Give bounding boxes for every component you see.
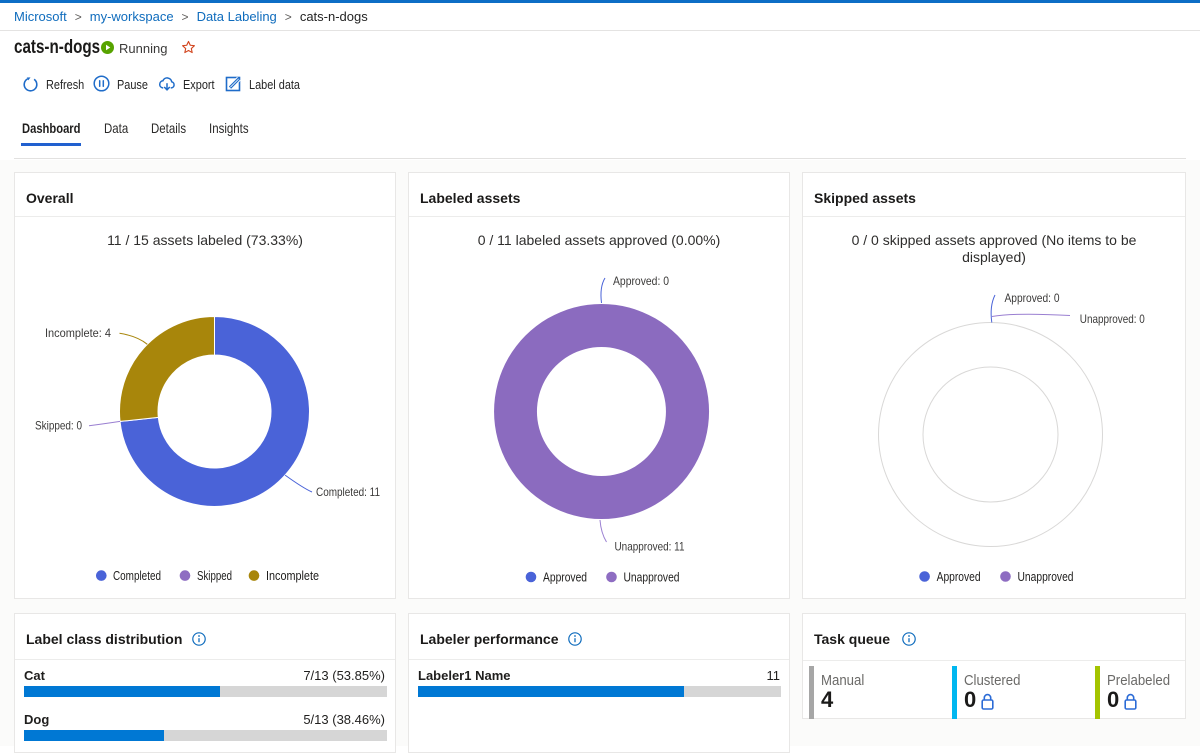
svg-text:Completed: Completed (113, 569, 161, 583)
svg-text:Incomplete: Incomplete (266, 569, 319, 583)
svg-text:Approved: Approved (937, 570, 981, 584)
svg-text:Skipped: Skipped (197, 569, 232, 583)
svg-text:Unapproved: Unapproved (624, 571, 680, 585)
svg-text:Approved: 0: Approved: 0 (613, 274, 669, 288)
svg-text:Completed: 11: Completed: 11 (316, 485, 380, 499)
svg-text:Approved: Approved (543, 571, 587, 585)
svg-text:Skipped: 0: Skipped: 0 (35, 419, 82, 433)
svg-text:Unapproved: 0: Unapproved: 0 (1080, 312, 1145, 326)
svg-text:Approved: 0: Approved: 0 (1005, 291, 1060, 305)
svg-text:Unapproved: Unapproved (1018, 570, 1074, 584)
svg-text:Incomplete: 4: Incomplete: 4 (45, 326, 111, 340)
svg-text:Unapproved: 11: Unapproved: 11 (615, 540, 685, 554)
